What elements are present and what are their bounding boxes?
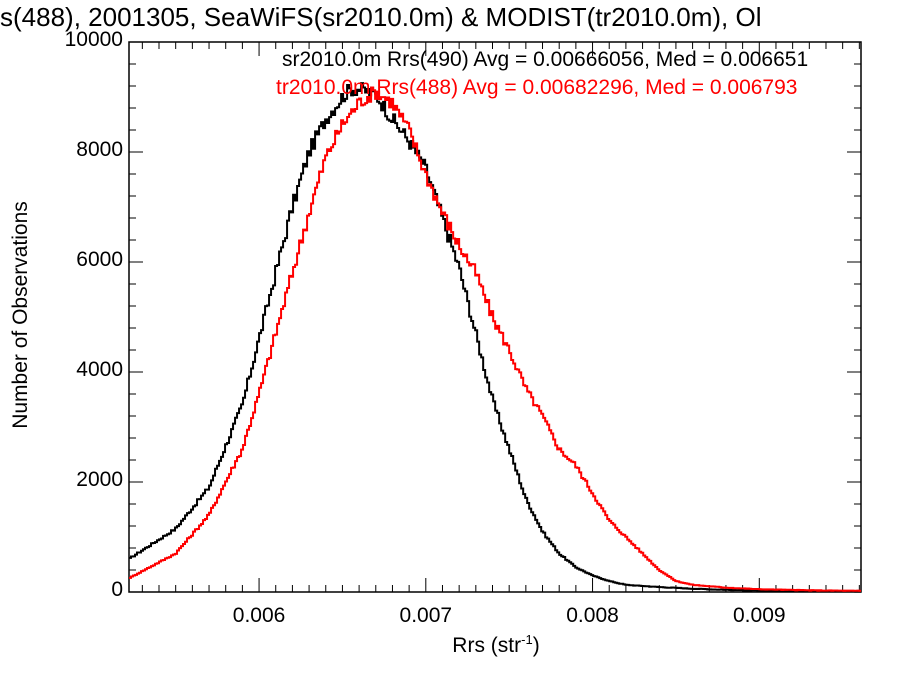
y-tick-label: 8000 (76, 138, 123, 161)
x-axis-label-end: ) (532, 634, 540, 657)
x-axis-label-superscript: -1 (521, 632, 533, 647)
y-tick-label: 0 (111, 578, 123, 601)
x-tick-label: 0.008 (566, 604, 619, 627)
series-line-tr2010-rrs488 (129, 86, 861, 592)
series-line-sr2010-rrs490 (129, 82, 861, 593)
plot-frame (128, 41, 862, 593)
y-axis-label: Number of Observations (9, 201, 32, 429)
series-annotation-black: sr2010.0m Rrs(490) Avg = 0.00666056, Med… (282, 48, 809, 71)
y-tick-label: 4000 (76, 358, 123, 381)
chart-title: s(488), 2001305, SeaWiFS(sr2010.0m) & MO… (0, 2, 762, 32)
x-tick-label: 0.006 (232, 604, 286, 627)
y-tick-label: 10000 (64, 28, 123, 51)
x-tick-label: 0.007 (399, 604, 453, 627)
x-tick-label: 0.009 (733, 604, 786, 627)
x-axis-label: Rrs (str-1) (452, 632, 539, 658)
y-tick-label: 2000 (76, 468, 123, 491)
y-tick-label: 6000 (76, 248, 123, 271)
series-annotation-red: tr2010.0m Rrs(488) Avg = 0.00682296, Med… (276, 76, 798, 99)
x-axis-label-main: Rrs (str (452, 634, 522, 657)
